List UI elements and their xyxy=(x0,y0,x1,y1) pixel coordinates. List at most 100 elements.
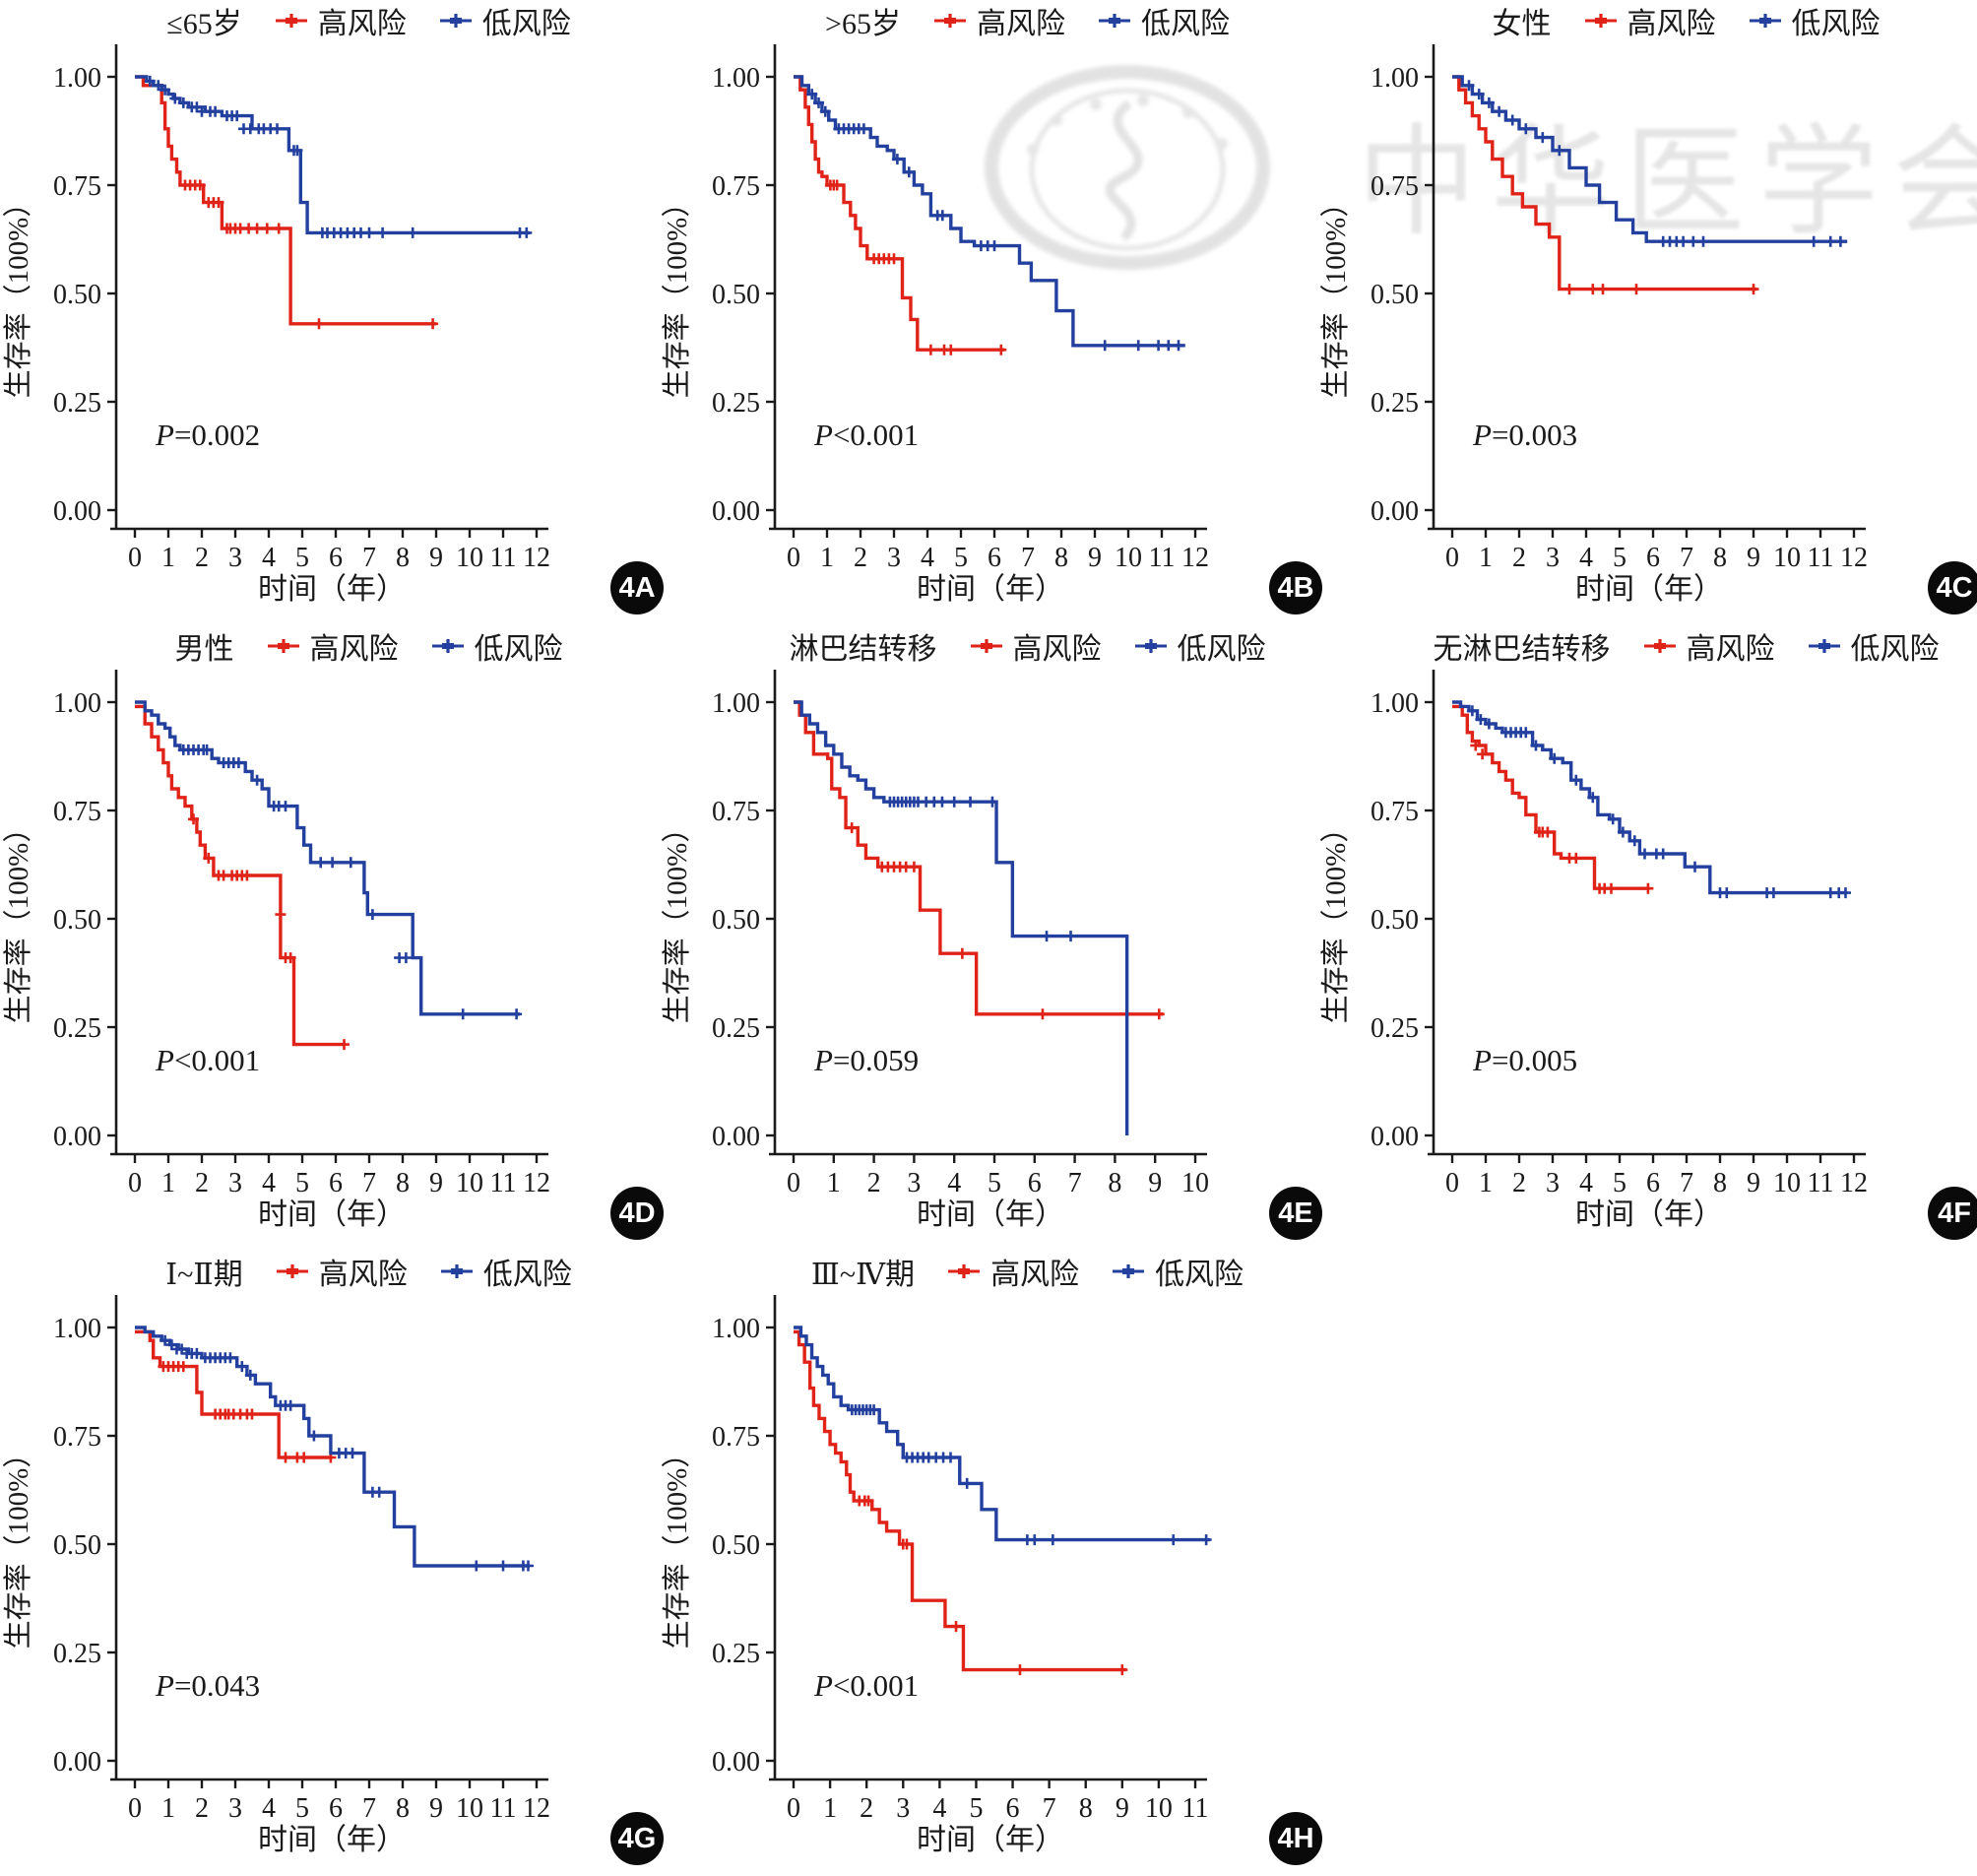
low-risk-marker-icon xyxy=(1098,14,1130,28)
y-axis-title: 生存率（100%） xyxy=(2,1440,34,1650)
high-risk-marker-icon xyxy=(970,639,1002,653)
y-axis-title: 生存率（100%） xyxy=(661,189,693,399)
censor-marks-high_risk xyxy=(824,179,1007,356)
survival-curve-high_risk xyxy=(794,700,1164,1016)
x-tick-label: 3 xyxy=(228,1168,242,1198)
x-tick-label: 8 xyxy=(1108,1168,1121,1198)
panel-title: 女性 xyxy=(1492,8,1552,40)
x-tick-label: 11 xyxy=(1149,543,1176,573)
panel-header: >65岁 高风险 低风险 xyxy=(745,0,1309,41)
y-tick-label: 0.00 xyxy=(712,1747,760,1778)
x-tick-label: 7 xyxy=(1068,1168,1082,1198)
legend-label-high: 高风险 xyxy=(1012,633,1102,666)
x-tick-label: 2 xyxy=(860,1793,873,1824)
p-value-number: <0.001 xyxy=(833,418,919,452)
x-tick-label: 8 xyxy=(1713,543,1727,573)
panel-header: 无淋巴结转移 高风险 低风险 xyxy=(1404,625,1968,667)
x-tick-label: 0 xyxy=(128,543,142,573)
y-axis-title: 生存率（100%） xyxy=(2,189,34,399)
legend-item-high: 高风险 xyxy=(1642,624,1775,668)
x-tick-label: 6 xyxy=(1006,1793,1020,1824)
x-tick-label: 4 xyxy=(1579,1168,1593,1198)
x-tick-label: 3 xyxy=(1546,543,1560,573)
censor-marks-high_risk xyxy=(1470,740,1654,894)
legend-item-low: 低风险 xyxy=(1807,624,1940,668)
legend-label-high: 高风险 xyxy=(309,633,399,666)
x-tick-label: 11 xyxy=(1808,543,1834,573)
y-tick-label: 0.50 xyxy=(53,280,101,310)
y-tick-label: 0.50 xyxy=(712,280,760,310)
survival-curve-low_risk xyxy=(794,75,1185,348)
x-tick-label: 2 xyxy=(1512,1168,1526,1198)
y-tick-label: 0.25 xyxy=(53,388,101,419)
p-value-symbol: P xyxy=(155,418,174,452)
high-risk-marker-icon xyxy=(948,1264,981,1278)
y-tick-label: 0.50 xyxy=(53,1530,101,1561)
x-tick-label: 11 xyxy=(490,1793,517,1824)
x-tick-label: 5 xyxy=(1613,543,1626,573)
y-tick-label: 1.00 xyxy=(712,688,760,719)
x-tick-label: 12 xyxy=(1840,543,1868,573)
x-tick-label: 6 xyxy=(329,1793,343,1824)
y-tick-label: 0.50 xyxy=(53,905,101,936)
censor-marks-low_risk xyxy=(159,1334,534,1572)
x-tick-label: 8 xyxy=(1054,543,1068,573)
y-axis-title: 生存率（100%） xyxy=(661,814,693,1024)
x-tick-label: 9 xyxy=(1747,543,1760,573)
censor-marks-low_risk xyxy=(1463,80,1846,247)
panel-header: Ⅰ~Ⅱ期 高风险 低风险 xyxy=(87,1251,651,1292)
y-tick-label: 0.50 xyxy=(712,905,760,936)
legend-item-high: 高风险 xyxy=(266,624,399,668)
legend-item-low: 低风险 xyxy=(1097,0,1230,42)
y-tick-label: 0.00 xyxy=(53,1747,101,1778)
panel-header: Ⅲ~Ⅳ期 高风险 低风险 xyxy=(745,1251,1309,1292)
y-axis-title: 生存率（100%） xyxy=(661,1440,693,1650)
x-axis-title: 时间（年） xyxy=(258,1824,406,1856)
p-value-label: P=0.043 xyxy=(155,1668,260,1703)
x-tick-label: 9 xyxy=(429,543,443,573)
km-panel-4d: 男性 高风险 低风险 1.00 0.75 0.50 0.25 0.00 0 1 2 3 4 5 6 7 8 9 10… xyxy=(0,625,664,1251)
low-risk-marker-icon xyxy=(440,1264,473,1278)
x-tick-label: 10 xyxy=(1181,1168,1209,1198)
x-tick-label: 5 xyxy=(295,1168,309,1198)
legend-label-low: 低风险 xyxy=(1791,8,1881,40)
survival-curve-low_risk xyxy=(135,700,520,1016)
y-tick-label: 0.25 xyxy=(53,1013,101,1044)
panel-badge: 4F xyxy=(1928,1187,1977,1240)
survival-plot: 1.00 0.75 0.50 0.25 0.00 0 1 2 3 4 5 6 7 8 9 10 11 生存率（10… xyxy=(661,1295,1212,1856)
legend-label-high: 高风险 xyxy=(1626,8,1716,40)
survival-plot: 1.00 0.75 0.50 0.25 0.00 0 1 2 3 4 5 6 7 8 9 10 生存率（100%… xyxy=(661,670,1209,1231)
censor-marks-low_risk xyxy=(177,744,523,1020)
panel-badge: 4B xyxy=(1269,561,1322,615)
survival-curve-high_risk xyxy=(794,1329,1126,1672)
y-tick-label: 1.00 xyxy=(1371,688,1419,719)
x-tick-label: 1 xyxy=(823,1793,837,1824)
p-value-number: =0.043 xyxy=(174,1668,260,1703)
legend-label-high: 高风险 xyxy=(1686,633,1775,666)
x-tick-label: 10 xyxy=(1115,543,1142,573)
x-tick-label: 10 xyxy=(456,543,483,573)
low-risk-marker-icon xyxy=(1134,639,1167,653)
x-tick-label: 0 xyxy=(1445,1168,1459,1198)
x-tick-label: 7 xyxy=(1680,543,1693,573)
x-tick-label: 4 xyxy=(947,1168,961,1198)
legend-label-low: 低风险 xyxy=(1155,1259,1244,1291)
km-panel-4h: Ⅲ~Ⅳ期 高风险 低风险 1.00 0.75 0.50 0.25 0.00 0 1 2 3 4 5 6 7 8 9… xyxy=(659,1251,1322,1876)
x-tick-label: 6 xyxy=(329,1168,343,1198)
x-tick-label: 0 xyxy=(128,1793,142,1824)
x-tick-label: 11 xyxy=(1182,1793,1209,1824)
y-tick-label: 0.25 xyxy=(712,1013,760,1044)
p-value-symbol: P xyxy=(813,1668,833,1703)
x-tick-label: 5 xyxy=(954,543,968,573)
y-tick-label: 1.00 xyxy=(712,63,760,94)
y-tick-label: 1.00 xyxy=(53,1314,101,1344)
km-panel-4f: 无淋巴结转移 高风险 低风险 1.00 0.75 0.50 0.25 0.00 0 1 2 3 4 5 6 7… xyxy=(1317,625,1977,1251)
x-tick-label: 11 xyxy=(490,543,517,573)
legend-item-low: 低风险 xyxy=(1748,0,1881,42)
p-value-number: =0.002 xyxy=(174,418,260,452)
x-tick-label: 8 xyxy=(396,1793,410,1824)
y-tick-label: 0.00 xyxy=(53,1122,101,1152)
x-tick-label: 0 xyxy=(128,1168,142,1198)
panel-badge: 4A xyxy=(610,561,664,615)
panel-header: 男性 高风险 低风险 xyxy=(87,625,651,667)
